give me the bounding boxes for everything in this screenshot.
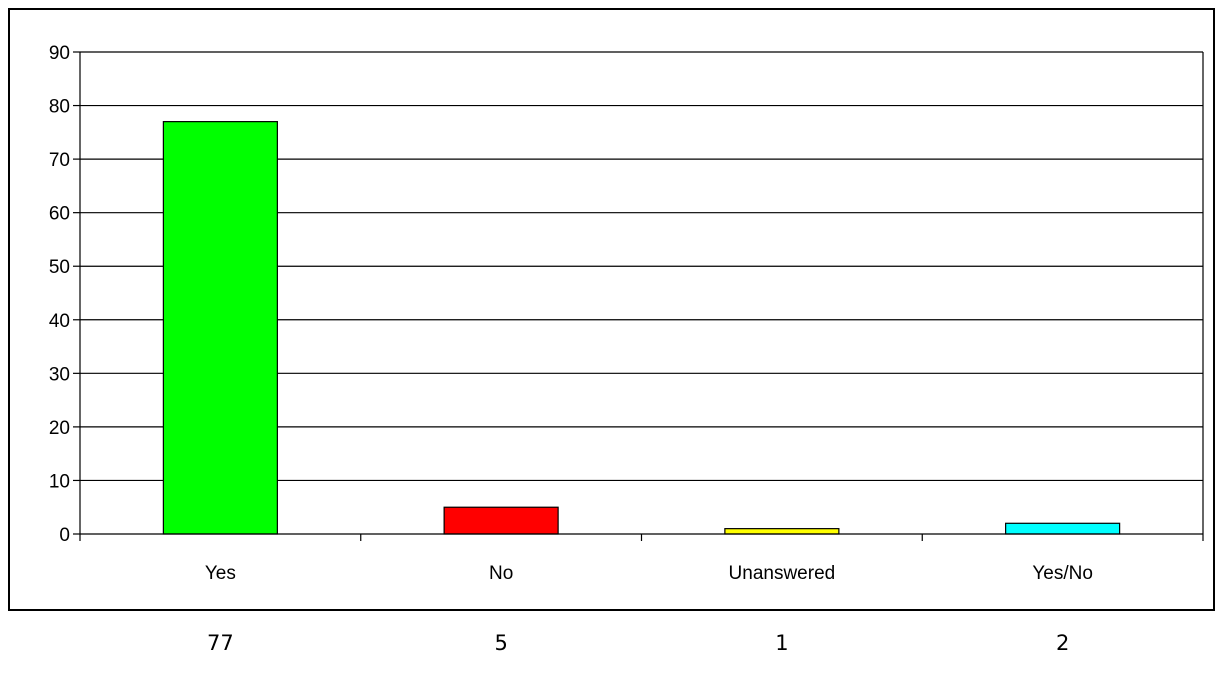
chart-frame [8,8,1215,611]
x-category-label: Yes [205,563,236,584]
bar-yes [162,121,278,535]
bars [162,121,1121,535]
y-tick-label: 80 [49,97,70,118]
y-tick-label: 10 [49,471,70,492]
x-category-label: Yes/No [1032,563,1093,584]
y-tick-label: 50 [49,257,70,278]
x-axis-category-labels: Yes No Unanswered Yes/No [205,563,1093,584]
y-tick-label: 30 [49,364,70,385]
bar-no [443,506,559,535]
y-tick-label: 60 [49,204,70,225]
x-category-label: No [489,563,513,584]
y-tick-label: 0 [59,525,70,546]
y-axis-tick-labels: 0 10 20 30 40 50 60 70 80 90 [49,43,70,546]
y-tick-label: 40 [49,311,70,332]
y-tick-label: 70 [49,150,70,171]
y-tick-label: 20 [49,418,70,439]
bar-unanswered [724,528,840,535]
y-tick-label: 90 [49,43,70,64]
bar-yes-no [1005,522,1121,535]
x-category-label: Unanswered [729,563,836,584]
axes [73,51,1204,541]
